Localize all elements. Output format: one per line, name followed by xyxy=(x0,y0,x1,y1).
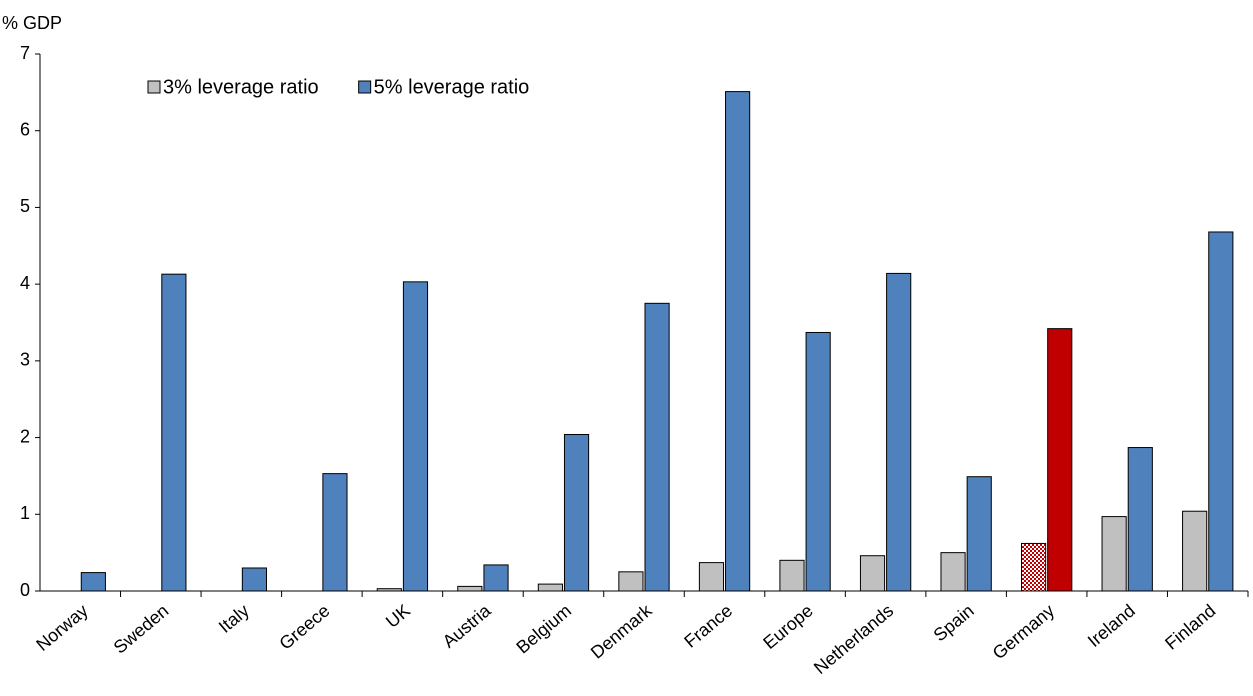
bar xyxy=(725,91,751,592)
x-tick-label: Sweden xyxy=(110,600,173,657)
bar xyxy=(940,552,966,592)
x-tick-label: Denmark xyxy=(587,600,657,663)
x-tick-label: Norway xyxy=(32,600,92,655)
x-tick-label: Belgium xyxy=(512,600,575,657)
bar xyxy=(644,302,670,592)
bar xyxy=(966,476,992,592)
bar xyxy=(1047,328,1073,592)
bar xyxy=(537,583,563,592)
x-tick-label: Germany xyxy=(989,600,1059,663)
x-tick-label: Ireland xyxy=(1084,600,1139,651)
y-tick-label: 1 xyxy=(20,503,30,523)
bar xyxy=(779,559,805,592)
bar xyxy=(859,555,886,592)
y-tick-label: 4 xyxy=(20,273,30,293)
x-tick-label: UK xyxy=(382,600,414,631)
y-tick-label: 0 xyxy=(20,580,30,600)
bar xyxy=(322,473,348,592)
bar xyxy=(698,562,725,592)
x-tick-label: Austria xyxy=(439,600,496,652)
x-tick-label: Netherlands xyxy=(810,600,897,678)
x-tick-label: Finland xyxy=(1161,600,1219,653)
x-tick-label: Greece xyxy=(275,600,333,653)
x-tick-label: Spain xyxy=(930,600,978,645)
y-tick-label: 3 xyxy=(20,350,30,370)
x-tick-label: Italy xyxy=(215,600,253,637)
bar xyxy=(618,571,644,592)
x-tick-label: Europe xyxy=(759,600,816,653)
x-tick-label: France xyxy=(680,600,736,651)
bar xyxy=(805,331,831,592)
legend-swatch xyxy=(358,80,372,94)
bar xyxy=(483,564,509,592)
y-axis-label: % GDP xyxy=(2,13,62,33)
bar xyxy=(161,273,187,592)
bar xyxy=(563,434,590,592)
bar xyxy=(80,572,106,592)
legend-label: 3% leverage ratio xyxy=(163,76,319,98)
bar xyxy=(1021,542,1047,592)
y-tick-label: 2 xyxy=(20,426,30,446)
y-tick-label: 5 xyxy=(20,196,30,216)
bar xyxy=(886,272,912,592)
bar xyxy=(1101,516,1127,592)
bar xyxy=(241,567,267,592)
bar xyxy=(1182,510,1208,592)
y-tick-label: 7 xyxy=(20,43,30,63)
legend-swatch xyxy=(147,80,161,94)
bar xyxy=(457,585,483,592)
bar xyxy=(1127,447,1153,592)
y-tick-label: 6 xyxy=(20,119,30,139)
bar xyxy=(1208,231,1234,592)
legend-label: 5% leverage ratio xyxy=(374,76,530,98)
bar xyxy=(402,281,429,592)
